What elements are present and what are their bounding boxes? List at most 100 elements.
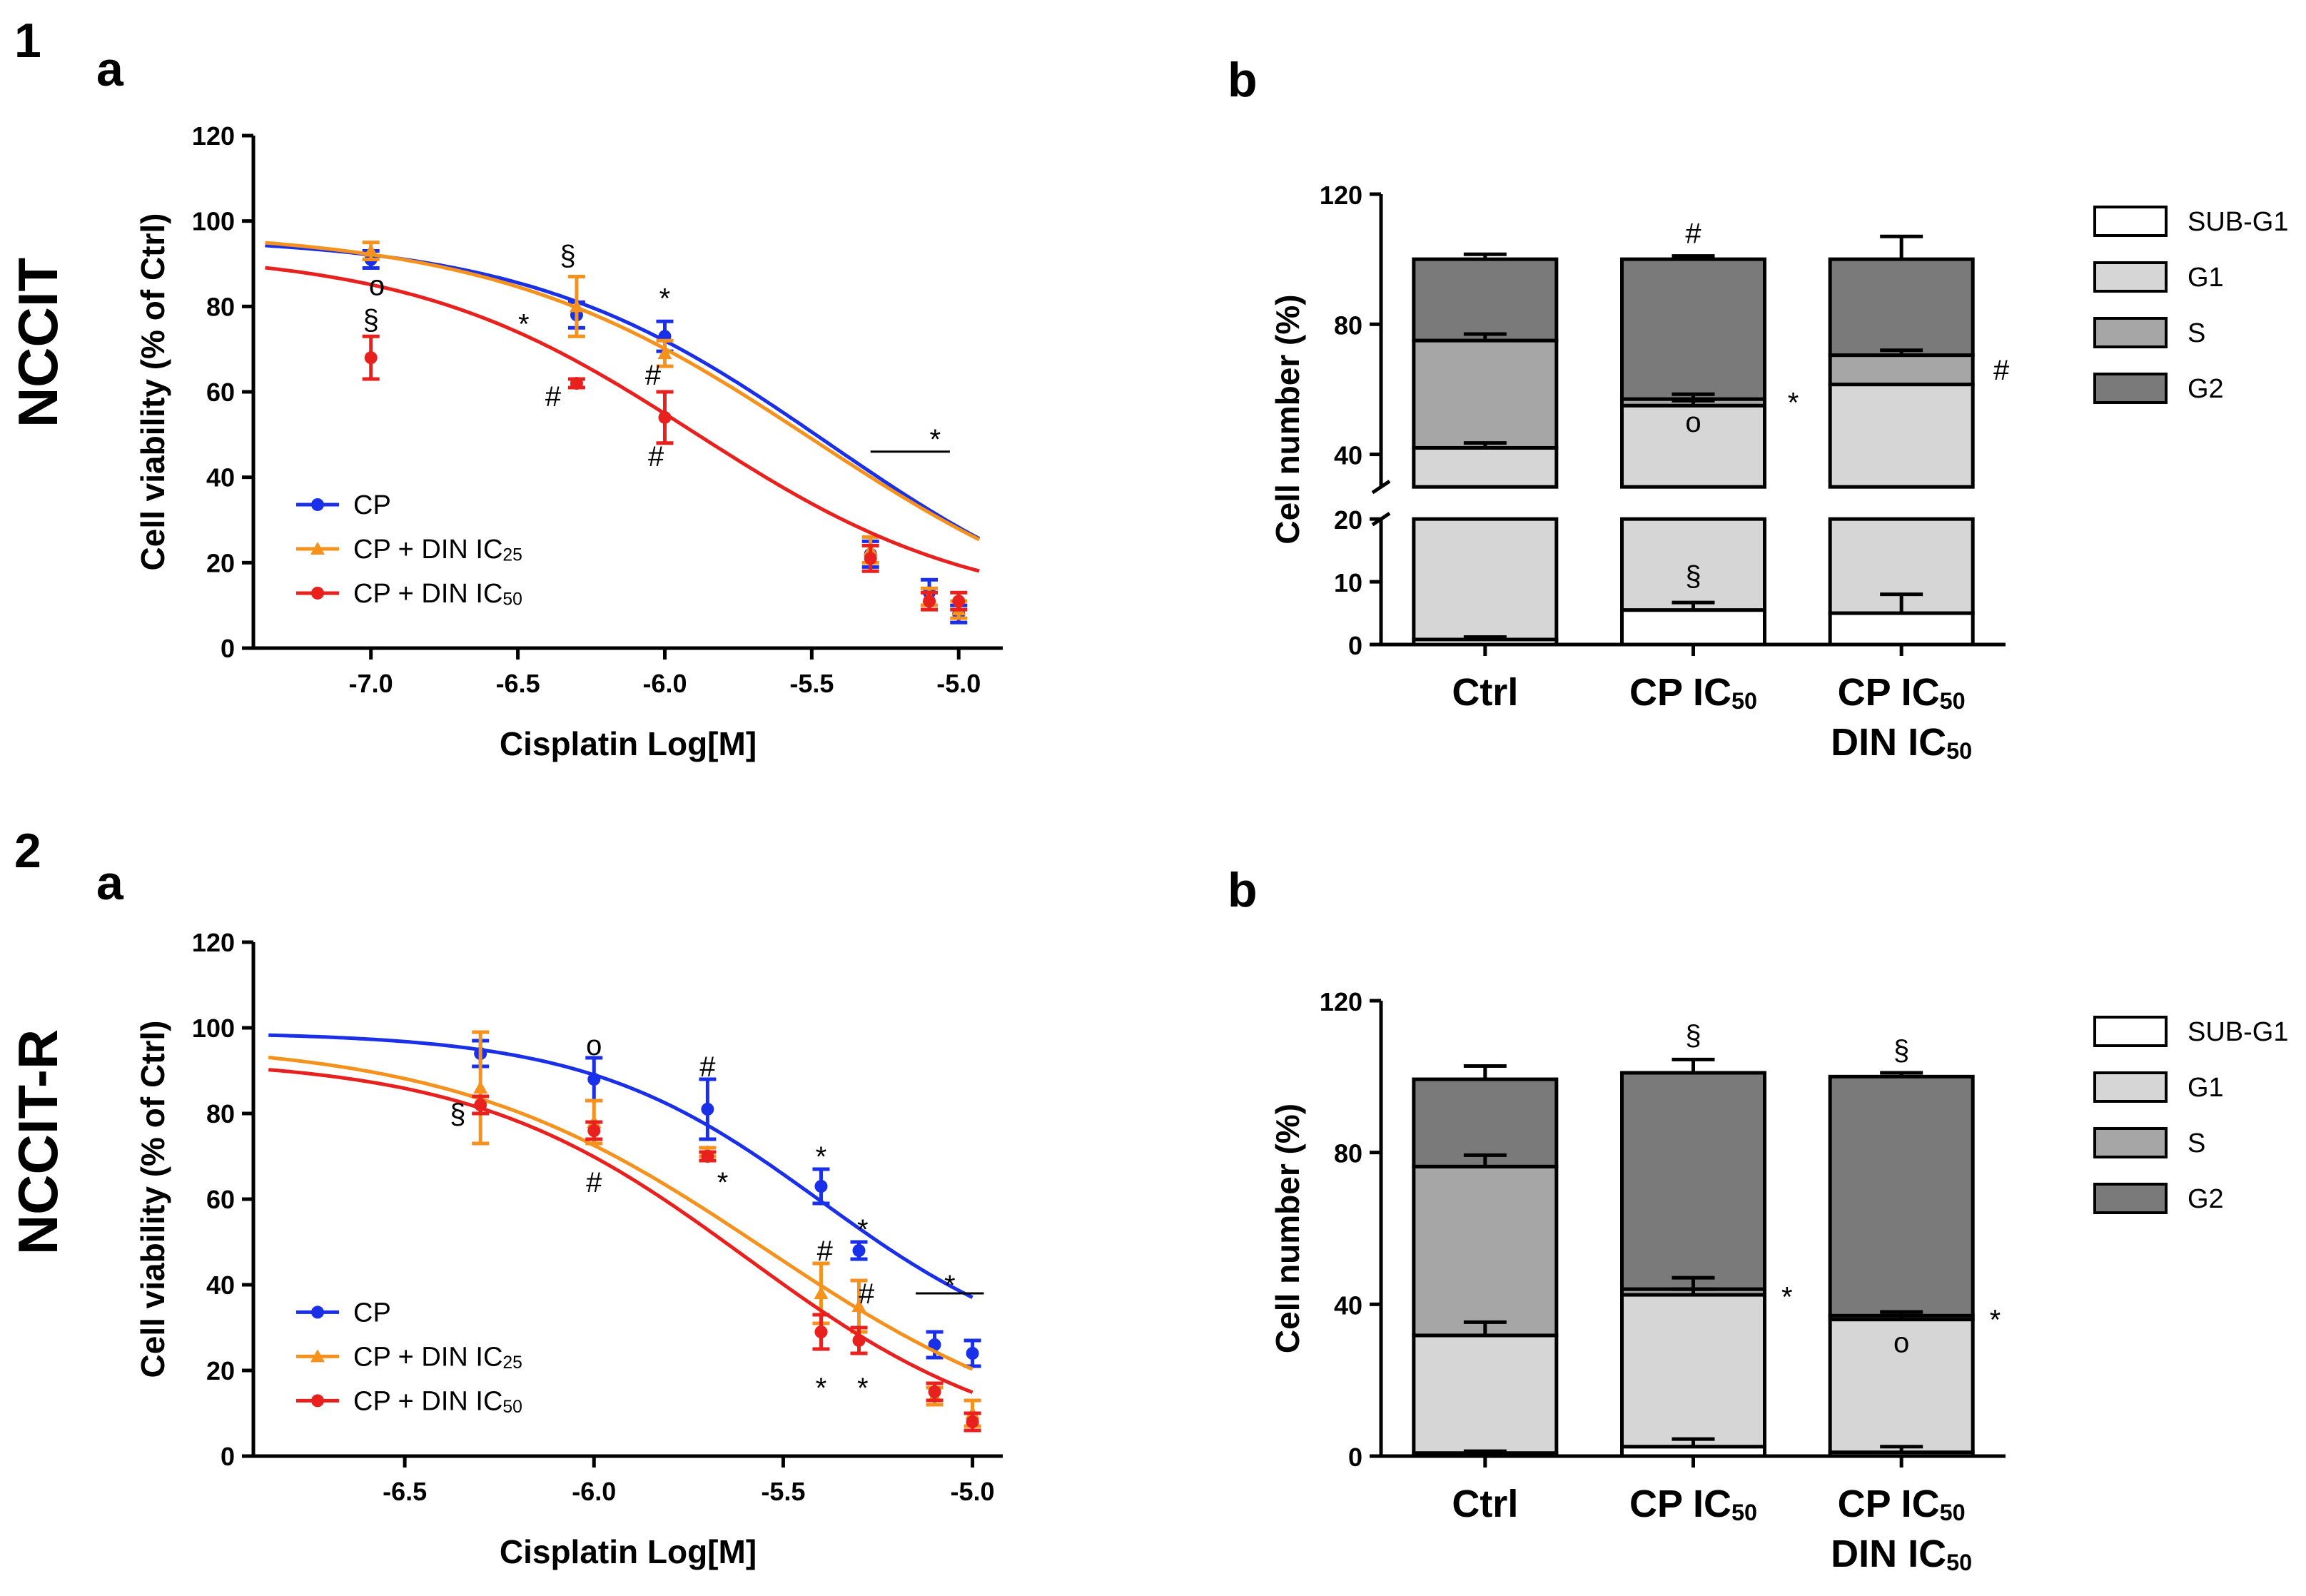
legend-marker: [310, 541, 325, 555]
significance-mark: *: [518, 308, 530, 340]
significance-mark: *: [717, 1167, 729, 1198]
axis-break: [1371, 480, 1391, 495]
significance-mark: *: [816, 1373, 827, 1404]
data-point: [852, 1244, 866, 1257]
y-tick-label: 120: [1320, 987, 1362, 1016]
y-axis-title: Cell viability (% of Ctrl): [134, 1021, 171, 1378]
y-tick-label: 60: [206, 378, 235, 407]
bar-segment-G1: [1412, 1333, 1559, 1455]
significance-mark: §: [560, 241, 575, 272]
bar-segment-G2: [1828, 257, 1975, 358]
bar-segment-G2: [1620, 257, 1766, 401]
significance-mark: #: [817, 1236, 834, 1267]
significance-mark: *: [1781, 1282, 1793, 1313]
y-tick-label: 20: [1334, 505, 1362, 535]
y-tick-label: 80: [206, 292, 235, 321]
legend-swatch: [2093, 261, 2168, 293]
legend-swatch: [2093, 1016, 2168, 1047]
legend-label: SUB-G1: [2188, 207, 2288, 237]
legend-swatch: [2093, 1071, 2168, 1103]
category-label: DIN IC50: [1831, 1532, 1972, 1575]
bar-segment-G2: [1412, 257, 1559, 343]
y-tick-label: 0: [221, 634, 235, 663]
x-tick-label: -7.0: [349, 669, 393, 698]
fit-curve-series-0: [268, 1033, 974, 1299]
data-point: [701, 1103, 714, 1116]
significance-mark: §: [450, 1098, 465, 1130]
legend-label: S: [2188, 318, 2205, 348]
legend-swatch: [2093, 317, 2168, 348]
data-point: [966, 1347, 979, 1360]
panel-letter-2a: a: [96, 856, 124, 910]
data-point: [923, 595, 936, 608]
data-point: [814, 1286, 829, 1299]
data-point: [364, 351, 378, 365]
legend-marker: [311, 498, 324, 511]
significance-mark: §: [1685, 1020, 1701, 1051]
legend-label: CP + DIN IC50: [353, 579, 522, 610]
fit-curve-series-2: [265, 266, 980, 573]
significance-mark: §: [1893, 1035, 1909, 1066]
legend-label: CP + DIN IC25: [353, 535, 522, 565]
legend-label: CP + DIN IC50: [353, 1386, 522, 1417]
y-tick-label: 120: [1320, 181, 1362, 210]
y-tick-label: 10: [1334, 568, 1362, 597]
category-label: Ctrl: [1452, 1483, 1518, 1525]
bar-segment-G1: [1412, 517, 1559, 642]
category-label: Ctrl: [1452, 671, 1518, 714]
y-axis-title: Cell number (%): [1269, 294, 1306, 544]
y-tick-label: 20: [206, 1356, 235, 1385]
significance-mark: #: [545, 381, 562, 413]
significance-mark: #: [1685, 218, 1701, 250]
data-point: [851, 1299, 866, 1312]
bar-segment-S: [1828, 353, 1975, 387]
data-point: [658, 410, 672, 424]
chart-1a-dose-response: 0 20 40 60 80 100 120 -7.0 -6.5 -6.0 -5.5 -5.0 Cispl…: [134, 121, 1003, 762]
y-tick-label: 100: [192, 1014, 235, 1043]
significance-mark: o: [369, 270, 385, 301]
y-tick-label: 80: [1334, 1139, 1362, 1168]
significance-mark: *: [857, 1214, 869, 1246]
chart-2b-cell-cycle: 0 40 80 120 Ctrl CP IC50 CP IC50 DIN IC50 Cell n…: [1269, 987, 2288, 1575]
bar-segment-G1: [1620, 517, 1766, 612]
x-tick-label: -5.5: [761, 1477, 805, 1506]
bar-segment-G1: [1620, 403, 1766, 489]
x-tick-label: -5.5: [789, 669, 834, 698]
y-tick-label: 80: [1334, 310, 1362, 340]
bar-segment-G1: [1828, 1318, 1975, 1455]
significance-mark: #: [1993, 355, 2010, 386]
legend-label: G1: [2188, 1073, 2224, 1103]
significance-mark: §: [363, 304, 379, 335]
legend-label: CP + DIN IC25: [353, 1342, 522, 1373]
significance-mark: #: [699, 1051, 716, 1083]
x-tick-label: -6.0: [642, 669, 687, 698]
significance-mark: *: [1990, 1305, 2001, 1336]
bar-segment-G1: [1620, 1293, 1766, 1449]
significance-mark: #: [645, 360, 662, 391]
x-tick-label: -6.5: [496, 669, 540, 698]
significance-mark: #: [586, 1167, 602, 1198]
y-axis-title: Cell viability (% of Ctrl): [134, 213, 171, 571]
significance-mark: o: [586, 1030, 602, 1061]
significance-mark: *: [944, 1270, 956, 1301]
data-point: [966, 1415, 979, 1428]
panel-letter-1b: b: [1228, 53, 1258, 107]
y-tick-label: 40: [206, 463, 235, 493]
significance-mark: *: [857, 1373, 869, 1404]
bar-segment-G2: [1828, 1074, 1975, 1318]
legend-label: CP: [353, 1298, 391, 1328]
x-tick-label: -5.0: [951, 1477, 995, 1506]
y-tick-label: 0: [1348, 631, 1362, 660]
y-tick-label: 40: [206, 1271, 235, 1300]
legend-swatch: [2093, 1183, 2168, 1214]
y-tick-label: 120: [192, 121, 235, 151]
category-label: DIN IC50: [1831, 721, 1972, 764]
significance-mark: *: [659, 283, 671, 314]
significance-mark: §: [1685, 560, 1701, 592]
legend-marker: [311, 1394, 324, 1408]
y-tick-label: 20: [206, 548, 235, 577]
data-point: [587, 1124, 601, 1137]
panel-number-2: 2: [14, 824, 41, 878]
x-axis-title: Cisplatin Log[M]: [500, 725, 757, 762]
